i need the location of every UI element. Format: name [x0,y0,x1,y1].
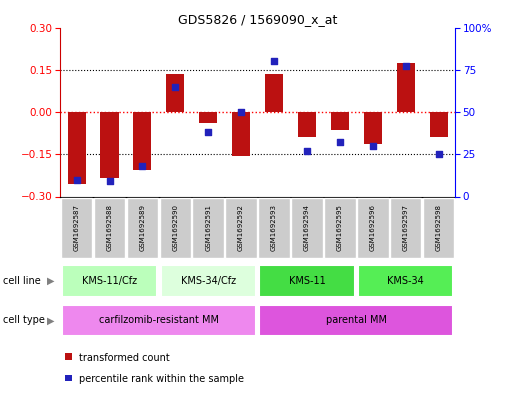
Point [105,178,113,184]
Bar [390,198,422,258]
Point [204,129,212,136]
Title: GDS5826 / 1569090_x_at: GDS5826 / 1569090_x_at [178,13,337,26]
Bar [429,112,448,137]
Bar [199,112,217,123]
Bar [94,198,126,258]
Point [369,143,377,149]
Point [402,63,410,70]
Point [270,58,278,64]
Bar [160,198,191,258]
Bar [62,305,256,336]
Text: GSM1692598: GSM1692598 [436,204,441,252]
Text: KMS-11: KMS-11 [289,276,325,286]
Text: GSM1692588: GSM1692588 [107,204,112,252]
Bar [65,375,72,381]
Bar [61,198,93,258]
Point [72,176,81,183]
Text: ▶: ▶ [47,276,54,286]
Bar [265,74,283,112]
Text: ▶: ▶ [47,315,54,325]
Bar [363,112,382,144]
Bar [67,112,86,184]
Bar [259,305,453,336]
Point [237,109,245,115]
Text: parental MM: parental MM [326,315,387,325]
Bar [192,198,224,258]
Bar [291,198,323,258]
Bar [166,74,185,112]
Text: cell type: cell type [3,315,44,325]
Text: KMS-34/Cfz: KMS-34/Cfz [180,276,236,286]
Bar [225,198,257,258]
Point [171,83,179,90]
Point [336,139,344,145]
Text: transformed count: transformed count [79,353,170,363]
Text: GSM1692594: GSM1692594 [304,204,310,252]
Bar [423,198,454,258]
Bar [396,63,415,112]
Point [138,163,146,169]
Text: GSM1692591: GSM1692591 [205,204,211,252]
Text: GSM1692589: GSM1692589 [140,204,145,252]
Bar [357,198,389,258]
Bar [258,198,290,258]
Text: carfilzomib-resistant MM: carfilzomib-resistant MM [99,315,219,325]
Text: KMS-11/Cfz: KMS-11/Cfz [82,276,137,286]
Bar [65,353,72,360]
Bar [161,265,256,297]
Text: GSM1692596: GSM1692596 [370,204,376,252]
Text: GSM1692587: GSM1692587 [74,204,79,252]
Text: KMS-34: KMS-34 [387,276,424,286]
Bar [298,112,316,137]
Point [303,148,311,154]
Bar [259,265,355,297]
Bar [324,198,356,258]
Bar [232,112,250,156]
Text: GSM1692590: GSM1692590 [172,204,178,252]
Bar [127,198,158,258]
Text: percentile rank within the sample: percentile rank within the sample [79,374,244,384]
Bar [133,112,152,170]
Bar [62,265,157,297]
Point [435,151,443,157]
Bar [358,265,453,297]
Text: GSM1692593: GSM1692593 [271,204,277,252]
Text: GSM1692597: GSM1692597 [403,204,408,252]
Text: cell line: cell line [3,276,40,286]
Text: GSM1692592: GSM1692592 [238,204,244,252]
Bar [331,112,349,130]
Text: GSM1692595: GSM1692595 [337,204,343,252]
Bar [100,112,119,178]
